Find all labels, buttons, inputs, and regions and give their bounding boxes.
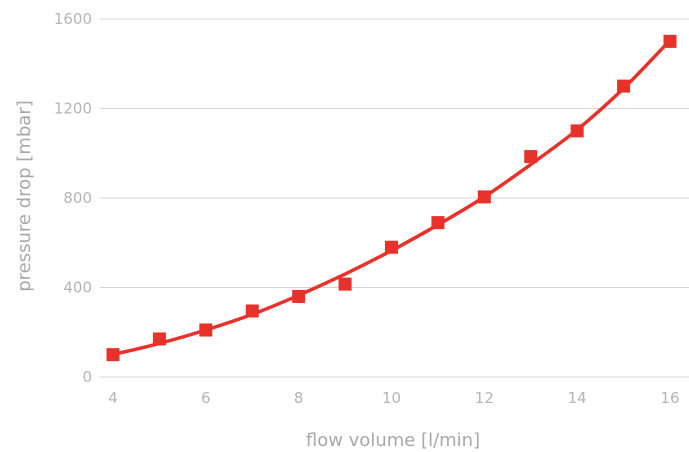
x-tick-label: 12 — [475, 389, 494, 407]
data-point-marker — [477, 190, 491, 204]
data-point-marker — [152, 332, 166, 346]
data-point-marker — [106, 348, 120, 362]
x-axis-label: flow volume [l/min] — [306, 430, 480, 451]
data-point-marker — [570, 124, 584, 138]
data-point-marker — [245, 304, 259, 318]
y-tick-labels: 0 400 800 1200 1600 — [54, 10, 92, 386]
data-point-marker — [292, 289, 306, 303]
data-point-marker — [663, 34, 677, 48]
data-point-marker — [431, 216, 445, 230]
y-axis-label: pressure drop [mbar] — [14, 100, 35, 292]
fit-curve-line — [111, 38, 672, 357]
x-tick-label: 10 — [382, 389, 401, 407]
y-tick-label: 1600 — [54, 10, 92, 28]
y-tick-label: 0 — [82, 368, 92, 386]
x-tick-label: 16 — [660, 389, 679, 407]
data-point-marker — [199, 323, 213, 337]
x-tick-label: 8 — [294, 389, 304, 407]
x-tick-label: 4 — [108, 389, 118, 407]
data-point-marker — [385, 240, 398, 254]
grid-layer — [100, 18, 689, 378]
data-point-marker — [617, 79, 631, 93]
x-tick-label: 6 — [201, 389, 211, 407]
data-point-marker — [524, 150, 538, 164]
data-point-marker — [338, 277, 352, 291]
y-tick-label: 800 — [63, 189, 92, 207]
x-tick-label: 14 — [568, 389, 587, 407]
y-tick-label: 400 — [63, 279, 92, 297]
data-markers — [106, 34, 677, 362]
x-tick-labels: 4 6 8 10 12 14 16 — [108, 389, 679, 407]
y-tick-label: 1200 — [54, 100, 92, 118]
